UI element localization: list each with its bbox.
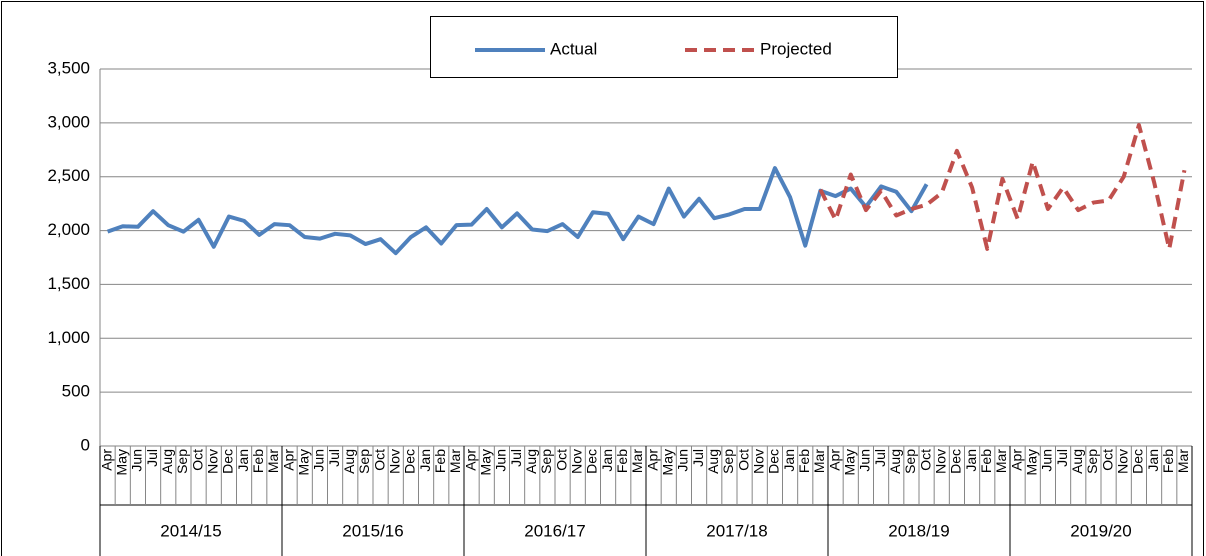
x-tick-label: Nov [932,449,948,474]
x-tick-label: Apr [98,449,114,471]
x-tick-label: May [477,449,493,475]
x-tick-label: Nov [750,449,766,474]
x-tick-label: Feb [1160,449,1176,473]
x-tick-label: Mar [629,449,645,473]
x-tick-label: Mar [1175,449,1191,473]
y-tick-label: 1,000 [47,328,90,347]
x-tick-label: Oct [1099,449,1115,471]
x-tick-label: Jun [493,449,509,472]
x-tick-label: Aug [1069,449,1085,474]
x-tick-label: Apr [644,449,660,471]
group-label: 2019/20 [1070,521,1131,540]
x-tick-label: Jan [417,449,433,472]
y-tick-label: 3,500 [47,58,90,77]
x-tick-label: Mar [265,449,281,473]
x-tick-label: Mar [993,449,1009,473]
x-tick-label: Aug [341,449,357,474]
x-tick-label: Jul [326,449,342,467]
x-tick-label: Apr [1008,449,1024,471]
x-tick-label: Mar [447,449,463,473]
x-tick-label: Feb [978,449,994,473]
x-tick-label: Sep [356,449,372,474]
x-tick-label: Aug [705,449,721,474]
y-tick-label: 2,500 [47,166,90,185]
group-label: 2018/19 [888,521,949,540]
x-tick-label: May [659,449,675,475]
y-tick-label: 1,500 [47,274,90,293]
x-tick-label: Jun [311,449,327,472]
x-tick-label: Jan [1145,449,1161,472]
x-tick-label: Oct [189,449,205,471]
x-tick-label: Nov [1114,449,1130,474]
y-tick-label: 0 [81,435,90,454]
x-tick-label: Dec [766,449,782,474]
x-tick-label: Dec [220,449,236,474]
x-tick-label: Nov [204,449,220,474]
group-label: 2016/17 [524,521,585,540]
x-tick-label: Aug [159,449,175,474]
x-tick-label: Jan [599,449,615,472]
x-tick-label: May [295,449,311,475]
x-tick-label: Jun [1039,449,1055,472]
series-line [106,166,929,256]
x-tick-label: May [841,449,857,475]
group-label: 2014/15 [160,521,221,540]
x-tick-label: Dec [402,449,418,474]
x-tick-label: Oct [917,449,933,471]
x-tick-label: Aug [887,449,903,474]
x-tick-label: Dec [948,449,964,474]
x-tick-label: Jul [144,449,160,467]
x-tick-label: May [113,449,129,475]
x-tick-label: Jul [508,449,524,467]
x-tick-label: Sep [174,449,190,474]
x-tick-label: Dec [584,449,600,474]
x-tick-label: Oct [553,449,569,471]
x-tick-label: Jan [781,449,797,472]
x-tick-label: Sep [720,449,736,474]
x-tick-label: Feb [614,449,630,473]
x-tick-label: Feb [796,449,812,473]
x-tick-label: Apr [462,449,478,471]
x-tick-label: Jun [675,449,691,472]
series-line [818,123,1187,251]
x-tick-label: May [1023,449,1039,475]
x-tick-label: Apr [826,449,842,471]
x-tick-label: Apr [280,449,296,471]
x-tick-label: Jul [872,449,888,467]
group-label: 2015/16 [342,521,403,540]
x-tick-label: Oct [371,449,387,471]
x-tick-label: Jun [129,449,145,472]
x-tick-label: Feb [432,449,448,473]
x-tick-label: Nov [568,449,584,474]
y-tick-label: 2,000 [47,220,90,239]
x-tick-label: Aug [523,449,539,474]
legend-box [430,16,898,78]
x-tick-label: Oct [735,449,751,471]
x-tick-label: Jan [963,449,979,472]
x-tick-label: Mar [811,449,827,473]
x-tick-label: Dec [1130,449,1146,474]
x-tick-label: Feb [250,449,266,473]
x-tick-label: Sep [1084,449,1100,474]
x-tick-label: Jun [857,449,873,472]
legend-label: Projected [760,39,832,58]
x-tick-label: Nov [386,449,402,474]
x-tick-label: Sep [538,449,554,474]
x-tick-label: Jan [235,449,251,472]
y-tick-label: 500 [62,382,90,401]
x-tick-label: Jul [1054,449,1070,467]
group-label: 2017/18 [706,521,767,540]
x-tick-label: Jul [690,449,706,467]
x-tick-label: Sep [902,449,918,474]
legend-label: Actual [550,39,597,58]
y-tick-label: 3,000 [47,112,90,131]
